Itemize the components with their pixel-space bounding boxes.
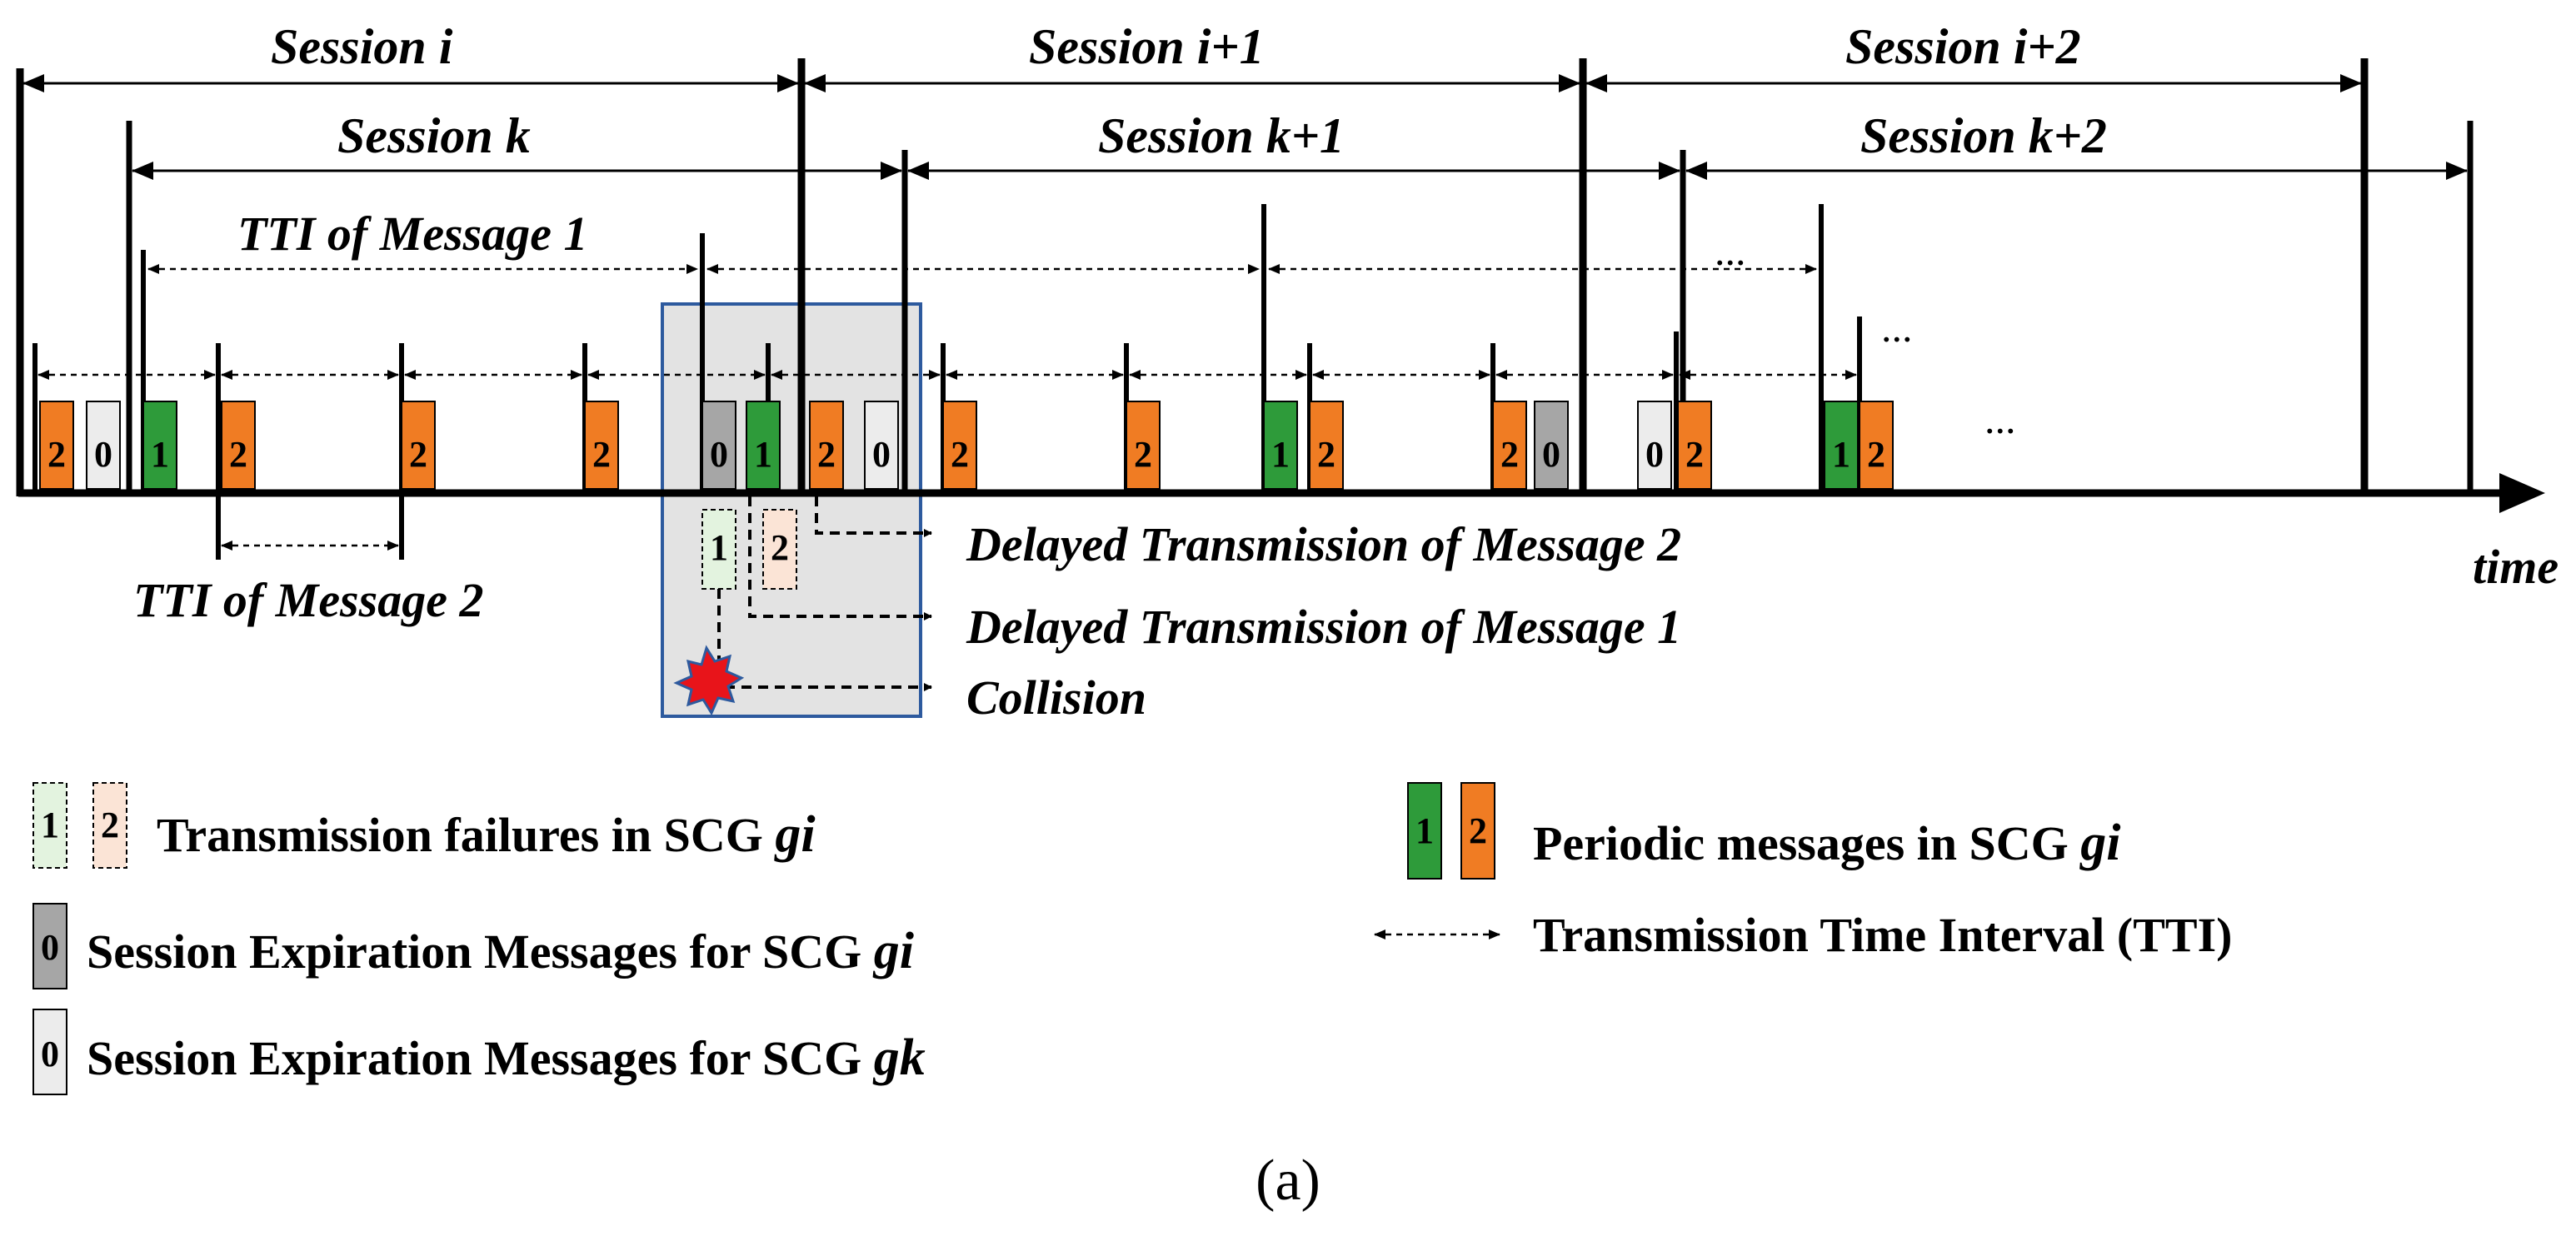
legend-fail1-swatch [32,782,67,869]
svg-text:2: 2 [817,434,836,475]
legend-tti: Transmission Time Interval (TTI) [1374,908,2232,962]
ellipsis-low: ... [1984,396,2016,442]
legend-exp-gi-swatch [32,903,67,989]
legend-exp-gk-swatch [32,1009,67,1095]
svg-text:2: 2 [951,434,969,475]
session-top-label-3: Session i+2 [1845,19,2081,74]
svg-text:0: 0 [41,1034,59,1074]
ellipsis-top: ... [1715,227,1746,274]
message-box-msg2: 2 [1677,401,1712,490]
session-top-label-2: Session i+1 [1029,19,1265,74]
legend-fail2-swatch [92,782,127,869]
svg-text:2: 2 [47,434,66,475]
message-box-exp-gk: 0 [86,401,121,490]
svg-text:1: 1 [754,434,772,475]
svg-text:0: 0 [710,434,728,475]
svg-text:0: 0 [1542,434,1560,475]
tti-msg2-arrows [37,370,1857,551]
message-box-msg2: 2 [401,401,436,490]
message-boxes: 2 0 1 2 2 2 0 1 [39,401,1894,490]
svg-text:2: 2 [1134,434,1152,475]
session-top-label-1: Session i [271,19,453,74]
message-box-msg1: 1 [142,401,177,490]
session-bottom-boundaries [126,121,2474,496]
message-box-exp-gk: 0 [1637,401,1672,490]
legend-msg2-swatch [1460,782,1495,880]
session-bottom-label-2: Session k+1 [1098,108,1345,163]
message-box-exp-gi: 0 [1534,401,1569,490]
svg-text:1: 1 [151,434,169,475]
svg-text:1: 1 [41,805,59,845]
svg-text:2: 2 [229,434,247,475]
svg-text:0: 0 [1645,434,1664,475]
svg-text:Session Expiration Messages fo: Session Expiration Messages for SCG gk [87,1029,926,1086]
legend-failures: 1 2 Transmission failures in SCG gi [32,782,816,869]
message-box-msg2: 2 [942,401,977,490]
message-box-msg1: 1 [1263,401,1298,490]
svg-text:2: 2 [409,434,427,475]
ellipsis-mid: ... [1881,304,1913,351]
svg-text:2: 2 [1867,434,1885,475]
message-box-exp-gk: 0 [864,401,899,490]
legend-msg1-swatch [1407,782,1442,880]
session-bottom-label-3: Session k+2 [1860,108,2107,163]
svg-text:2: 2 [1500,434,1519,475]
annotation-delayed-msg2: Delayed Transmission of Message 2 [966,517,1681,571]
message-box-msg2: 2 [809,401,844,490]
time-axis-arrow-icon [2499,473,2545,513]
legend-expiration-gk: 0 Session Expiration Messages for SCG gk [32,1009,926,1095]
legend-periodic: 1 2 Periodic messages in SCG gi [1407,782,2121,880]
svg-text:Transmission Time Interval (TT: Transmission Time Interval (TTI) [1533,908,2232,962]
tti-message1-label: TTI of Message 1 [237,207,587,261]
svg-text:0: 0 [41,927,59,968]
svg-text:2: 2 [1469,810,1487,851]
annotation-leaders [717,496,932,691]
message-box-msg2: 2 [584,401,619,490]
failure-box-msg1: 1 [701,509,736,590]
legend: 1 2 Transmission failures in SCG gi 0 Se… [32,782,2232,1095]
message-box-msg1: 1 [746,401,781,490]
svg-text:Periodic messages in SCG gi: Periodic messages in SCG gi [1533,815,2121,871]
message-box-msg2: 2 [39,401,74,490]
svg-text:2: 2 [101,805,119,845]
collision-star-icon [673,645,745,716]
figure-caption: (a) [1256,1149,1320,1213]
svg-text:1: 1 [710,527,728,568]
message-box-msg2: 2 [1309,401,1344,490]
svg-text:Session Expiration Messages fo: Session Expiration Messages for SCG gi [87,923,914,979]
tti-message2-label: TTI of Message 2 [133,573,483,627]
legend-expiration-gi: 0 Session Expiration Messages for SCG gi [32,903,914,989]
message-box-msg2: 2 [1492,401,1527,490]
svg-text:2: 2 [771,527,789,568]
session-top-boundaries [16,58,2369,496]
svg-text:1: 1 [1271,434,1290,475]
svg-text:0: 0 [872,434,891,475]
message-box-msg2: 2 [221,401,256,490]
message-box-msg2: 2 [1859,401,1894,490]
svg-text:0: 0 [94,434,112,475]
svg-text:1: 1 [1832,434,1850,475]
svg-text:2: 2 [1317,434,1335,475]
annotation-collision: Collision [966,670,1146,725]
svg-text:2: 2 [1685,434,1704,475]
svg-text:2: 2 [592,434,611,475]
message-box-msg2: 2 [1126,401,1161,490]
annotation-delayed-msg1: Delayed Transmission of Message 1 [966,600,1681,654]
session-bottom-label-1: Session k [337,108,531,163]
time-label: time [2473,540,2559,594]
svg-text:Transmission failures in SCG g: Transmission failures in SCG gi [157,806,816,863]
svg-text:1: 1 [1415,810,1434,851]
message-box-msg1: 1 [1824,401,1859,490]
failure-box-msg2: 2 [762,509,797,590]
message-box-exp-gi: 0 [701,401,736,490]
